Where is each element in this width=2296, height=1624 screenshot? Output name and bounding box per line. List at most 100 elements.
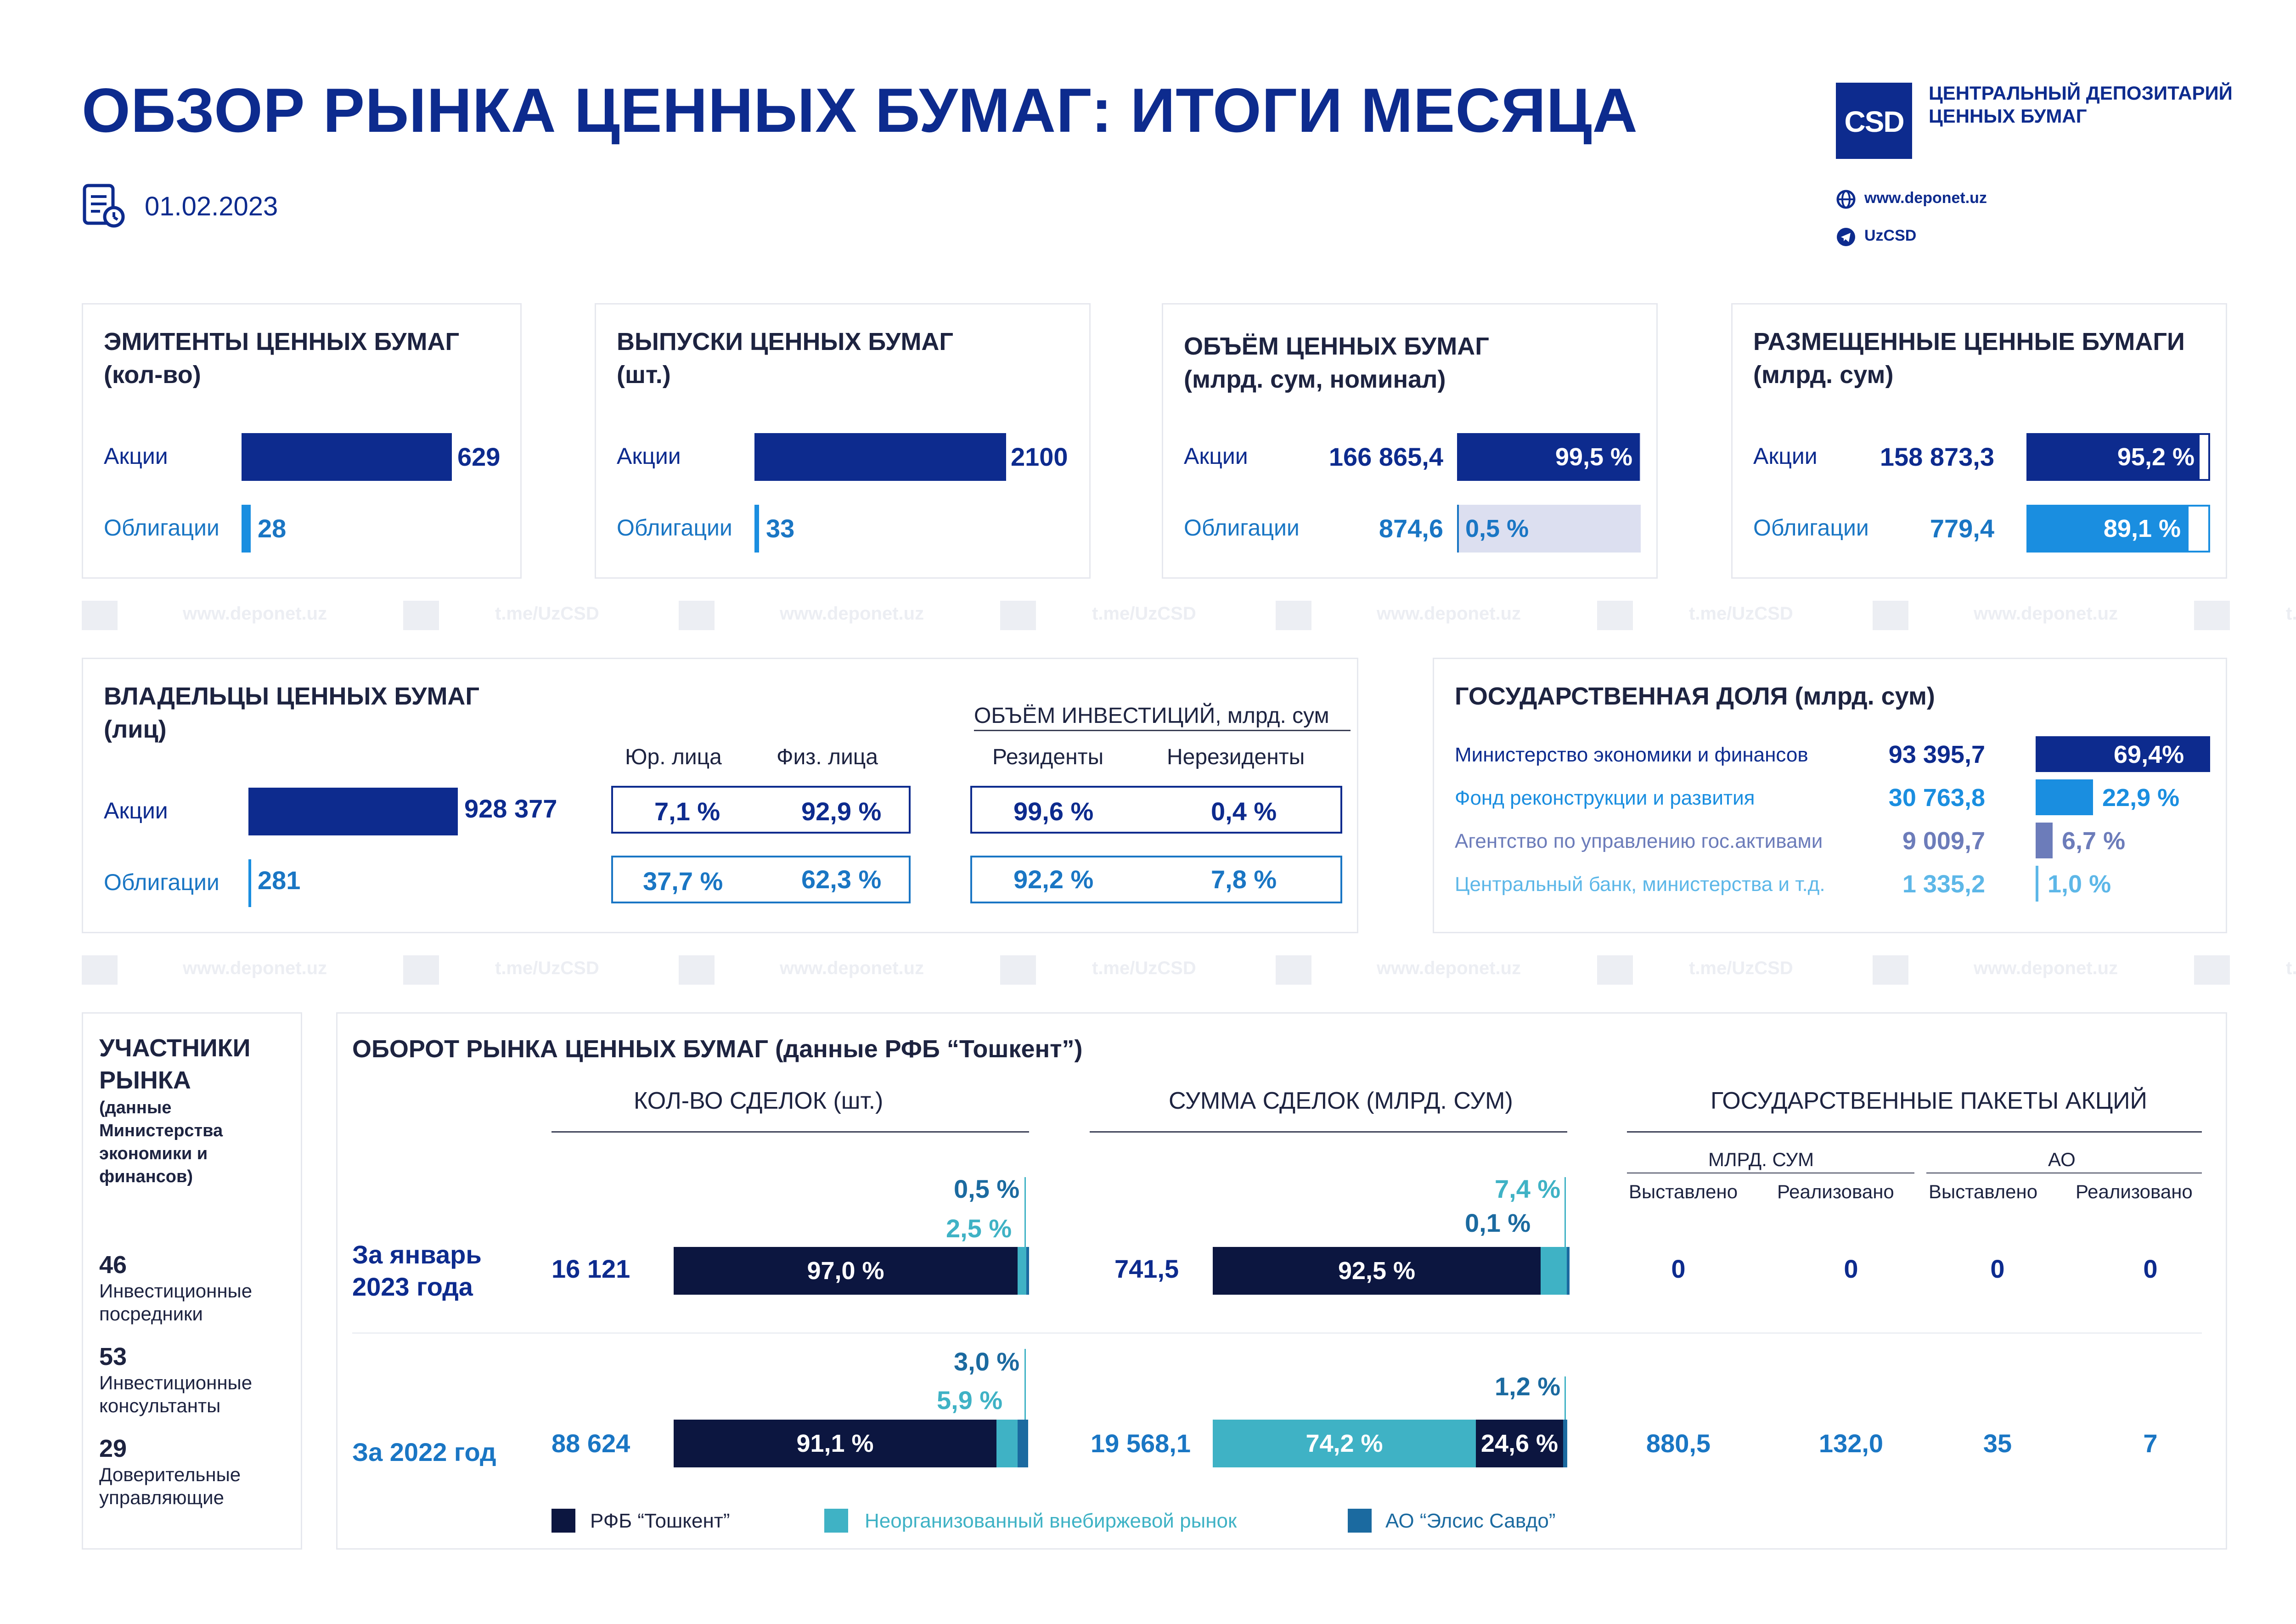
owners-bonds-legal-phys-box: 37,7 % 62,3 % xyxy=(611,856,911,903)
participant-type: Инвестиционные xyxy=(99,1372,253,1393)
org-name-line2: ЦЕННЫХ БУМАГ xyxy=(1929,105,2087,127)
owners-bonds-phys: 62,3 % xyxy=(801,865,882,894)
state-row-bar xyxy=(2036,779,2093,815)
owners-invest-underline xyxy=(974,730,1351,731)
y2022-sum-elsis-segment xyxy=(1563,1420,1567,1467)
bln-offered-header: Выставлено xyxy=(1629,1181,1738,1202)
placed-card: РАЗМЕЩЕННЫЕ ЦЕННЫЕ БУМАГИ (млрд. сум) Ак… xyxy=(1731,303,2227,579)
volume-bonds-fill xyxy=(1457,505,1459,553)
jan-deals-otc-segment xyxy=(1018,1247,1026,1295)
turnover-card: ОБОРОТ РЫНКА ЦЕННЫХ БУМАГ (данные РФБ “Т… xyxy=(336,1012,2227,1550)
y2022-deals-otc-segment xyxy=(996,1420,1018,1467)
issues-shares-label: Акции xyxy=(617,443,681,469)
participants-source-line1: (данные xyxy=(99,1098,172,1117)
owners-bonds-nonres: 7,8 % xyxy=(1211,865,1277,894)
participant-item: 46 Инвестиционные посредники xyxy=(99,1250,252,1325)
y2022-bln-sold: 132,0 xyxy=(1818,1429,1884,1458)
participants-title: УЧАСТНИКИ РЫНКА xyxy=(99,1032,250,1096)
watermark-logo xyxy=(1597,601,1633,630)
owners-col-phys: Физ. лица xyxy=(777,745,878,769)
placed-shares-fill xyxy=(2028,435,2200,479)
issuers-title-line1: ЭМИТЕНТЫ ЦЕННЫХ БУМАГ xyxy=(104,328,460,355)
jan-deals-leader-line xyxy=(1024,1177,1026,1247)
watermark-strip: www.deponet.uz t.me/UzCSD www.deponet.uz t.… xyxy=(82,597,2296,634)
placed-title-line2: (млрд. сум) xyxy=(1753,361,1894,389)
owners-title: ВЛАДЕЛЬЦЫ ЦЕННЫХ БУМАГ (лиц) xyxy=(104,680,479,746)
y2022-deals-elsis-segment xyxy=(1018,1420,1028,1467)
telegram-link[interactable]: UzCSD xyxy=(1864,227,1917,244)
volume-shares-track: 99,5 % xyxy=(1457,433,1641,481)
state-row-bar xyxy=(2036,823,2053,858)
watermark-site: www.deponet.uz xyxy=(1377,603,1521,624)
placed-title-line1: РАЗМЕЩЕННЫЕ ЦЕННЫЕ БУМАГИ xyxy=(1753,328,2185,355)
watermark-logo xyxy=(1276,955,1311,985)
y2022-row-label: За 2022 год xyxy=(352,1438,496,1466)
issues-bonds-value: 33 xyxy=(766,514,795,543)
jan-ao-offered: 0 xyxy=(1990,1254,2005,1283)
participant-type: консультанты xyxy=(99,1395,221,1416)
state-row-label: Фонд реконструкции и развития xyxy=(1455,787,1755,809)
watermark-logo xyxy=(2194,955,2230,985)
watermark-logo xyxy=(2194,601,2230,630)
globe-icon xyxy=(1836,189,1856,209)
owners-col-res: Резиденты xyxy=(992,745,1104,769)
volume-card: ОБЪЁМ ЦЕННЫХ БУМАГ (млрд. сум, номинал) … xyxy=(1162,303,1658,579)
y2022-deals-leader-line xyxy=(1024,1349,1026,1420)
y2022-deals-rfb-segment: 91,1 % xyxy=(674,1420,996,1467)
issues-bonds-label: Облигации xyxy=(617,515,732,541)
owners-shares-invest-box: 99,6 % 0,4 % xyxy=(970,786,1342,834)
owners-col-nonres: Нерезиденты xyxy=(1167,745,1305,769)
legend-elsis-swatch xyxy=(1348,1509,1372,1533)
jan-sum-rfb-segment-label: 92,5 % xyxy=(1338,1257,1416,1285)
bln-sum-subheader: МЛРД. СУМ xyxy=(1708,1149,1814,1170)
state-packages-header: ГОСУДАРСТВЕННЫЕ ПАКЕТЫ АКЦИЙ xyxy=(1711,1088,2147,1114)
y2022-deals-elsis-pct: 3,0 % xyxy=(954,1347,1020,1376)
watermark-logo xyxy=(403,601,439,630)
jan-deals-rfb-segment: 97,0 % xyxy=(674,1247,1018,1295)
jan-deals-total: 16 121 xyxy=(551,1254,630,1283)
legend-rfb-swatch xyxy=(551,1509,575,1533)
placed-shares-track: 95,2 % xyxy=(2026,433,2210,481)
watermark-logo xyxy=(679,955,715,985)
turnover-title: ОБОРОТ РЫНКА ЦЕННЫХ БУМАГ (данные РФБ “Т… xyxy=(352,1035,1083,1063)
jan-ao-sold: 0 xyxy=(2143,1254,2158,1283)
issuers-title-line2: (кол-во) xyxy=(104,361,201,389)
placed-bonds-value: 779,4 xyxy=(1930,514,1994,543)
jan-sum-elsis-segment xyxy=(1567,1247,1570,1295)
y2022-sum-total: 19 568,1 xyxy=(1091,1429,1191,1458)
y2022-sum-rfb-segment: 24,6 % xyxy=(1476,1420,1563,1467)
jan-sum-otc-pct: 7,4 % xyxy=(1495,1174,1561,1203)
watermark-logo xyxy=(1597,955,1633,985)
jan-deals-elsis-segment xyxy=(1026,1247,1029,1295)
state-share-rows: Министерство экономики и финансов 93 395,… xyxy=(1434,659,2228,935)
owners-col-legal: Юр. лица xyxy=(625,745,722,769)
issuers-card: ЭМИТЕНТЫ ЦЕННЫХ БУМАГ (кол-во) Акции 629… xyxy=(82,303,522,579)
state-row-pct: 22,9 % xyxy=(2102,784,2180,812)
volume-shares-value: 166 865,4 xyxy=(1328,442,1443,471)
state-row-value: 1 335,2 xyxy=(1902,870,1985,898)
watermark-logo xyxy=(82,601,118,630)
watermark-site: www.deponet.uz xyxy=(183,958,327,978)
volume-shares-pct: 99,5 % xyxy=(1555,443,1632,471)
owners-shares-bar xyxy=(248,788,458,835)
sum-col-header: СУММА СДЕЛОК (МЛРД. СУМ) xyxy=(1169,1088,1513,1114)
participant-item: 53 Инвестиционные консультанты xyxy=(99,1342,252,1417)
website-link[interactable]: www.deponet.uz xyxy=(1864,189,1987,207)
state-row-bar xyxy=(2036,866,2038,902)
state-packages-line xyxy=(1627,1131,2202,1133)
participants-title-line2: РЫНКА xyxy=(99,1066,191,1094)
volume-title-line2: (млрд. сум, номинал) xyxy=(1184,366,1446,393)
participants-source-line4: финансов) xyxy=(99,1167,193,1186)
jan-sum-otc-segment xyxy=(1541,1247,1567,1295)
issuers-shares-value: 629 xyxy=(457,442,501,471)
y2022-sum-bar: 74,2 % 24,6 % xyxy=(1213,1420,1567,1467)
jan-sum-bar: 92,5 % xyxy=(1213,1247,1570,1295)
jan-row-label-line1: За январь xyxy=(352,1240,482,1269)
issues-bonds-bar xyxy=(754,505,759,553)
watermark-site: www.deponet.uz xyxy=(780,603,924,624)
watermark-telegram: t.me/UzCSD xyxy=(1689,958,1793,978)
ao-subheader: АО xyxy=(2048,1149,2076,1170)
issuers-bonds-value: 28 xyxy=(258,514,287,543)
y2022-ao-offered: 35 xyxy=(1983,1429,2012,1458)
ao-sold-header: Реализовано xyxy=(2076,1181,2193,1202)
